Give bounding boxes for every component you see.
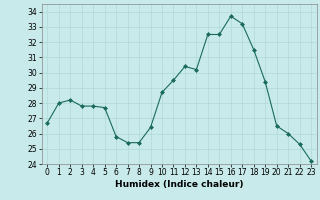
X-axis label: Humidex (Indice chaleur): Humidex (Indice chaleur) — [115, 180, 244, 189]
